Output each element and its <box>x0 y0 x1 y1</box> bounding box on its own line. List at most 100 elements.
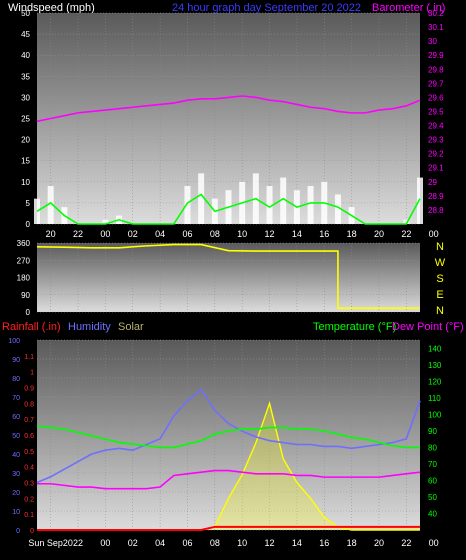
wind-gust-bar <box>198 173 205 224</box>
temperature-line <box>36 425 420 449</box>
temperature-axis: 40 50 60 70 80 90 100 110 120 130 140 <box>428 344 442 518</box>
barometer-tick-7: 29.5 <box>428 107 444 116</box>
rainfall-tick-5: 0.5 <box>24 449 34 456</box>
wind-gust-bar <box>102 219 109 224</box>
wind-time-tick-3: 02 <box>128 229 138 239</box>
solar-legend: Solar <box>118 321 144 333</box>
dewpoint-line <box>37 469 421 490</box>
compass-label-0: N <box>436 241 444 253</box>
rainfall-tick-9: 0.9 <box>24 386 34 393</box>
temperature-tick-6: 100 <box>428 410 442 419</box>
windspeed-tick-9: 45 <box>21 30 30 39</box>
weather-time-tick-6: 08 <box>210 538 220 548</box>
wind-direction-line <box>36 243 420 309</box>
humidity-tick-2: 20 <box>12 490 20 497</box>
barometer-tick-10: 29.8 <box>428 65 444 74</box>
rainfall-tick-6: 0.6 <box>24 433 34 440</box>
windspeed-tick-8: 40 <box>21 51 30 60</box>
direction-series <box>36 243 420 309</box>
temperature-tick-9: 130 <box>428 361 442 370</box>
windspeed-tick-10: 50 <box>21 9 30 18</box>
solar-area <box>37 403 420 530</box>
weather-panel-series <box>36 388 421 531</box>
barometer-tick-6: 29.4 <box>428 122 444 131</box>
wind-time-tick-12: 20 <box>374 229 384 239</box>
temperature-tick-2: 60 <box>428 476 437 485</box>
weather-time-tick-0: Sun Sep20 <box>28 538 73 548</box>
humidity-tick-7: 70 <box>12 395 20 402</box>
humidity-tick-5: 50 <box>12 433 20 440</box>
weather-time-tick-1: 22 <box>73 538 83 548</box>
temperature-tick-10: 140 <box>428 344 442 353</box>
rainfall-tick-0: 0 <box>30 528 34 535</box>
rainfall-tick-7: 0.7 <box>24 417 34 424</box>
weather-time-tick-7: 10 <box>237 538 247 548</box>
humidity-axis: 0 10 20 30 40 50 60 70 80 90 100 <box>8 338 20 535</box>
wind-average-line <box>36 193 421 225</box>
barometer-tick-5: 29.3 <box>428 136 444 145</box>
barometer-axis: 28.8 28.9 29 29.1 29.2 29.3 29.4 29.5 29.6 29.7 29… <box>428 9 444 215</box>
wind-time-tick-9: 14 <box>292 229 302 239</box>
compass-label-2: S <box>436 273 443 285</box>
humidity-legend: Humidity <box>68 321 111 333</box>
wind-time-tick-2: 00 <box>100 229 110 239</box>
wind-time-tick-7: 10 <box>237 229 247 239</box>
wind-time-tick-14: 00 <box>429 229 439 239</box>
wind-gust-bar <box>417 177 423 224</box>
windspeed-tick-7: 35 <box>21 72 30 81</box>
humidity-tick-1: 10 <box>12 509 20 516</box>
humidity-tick-10: 100 <box>8 338 20 345</box>
windspeed-tick-0: 0 <box>26 220 31 229</box>
barometer-tick-14: 30.2 <box>428 9 444 18</box>
windspeed-axis: 0 5 10 15 20 25 30 35 40 45 50 <box>21 9 30 229</box>
barometer-tick-4: 29.2 <box>428 150 444 159</box>
windspeed-tick-4: 20 <box>21 136 30 145</box>
humidity-tick-3: 30 <box>12 471 20 478</box>
rainfall-axis: 0 0.1 0.2 0.3 0.4 0.5 0.6 0.7 0.8 0.9 1 1.1 <box>24 354 34 535</box>
humidity-tick-0: 0 <box>16 528 20 535</box>
temperature-tick-0: 40 <box>428 509 437 518</box>
direction-tick-0: 0 <box>26 308 31 317</box>
humidity-tick-6: 60 <box>12 414 20 421</box>
rainfall-line <box>37 525 420 531</box>
barometer-tick-12: 30 <box>428 37 437 46</box>
date-header: 24 hour graph day September 20 2022 <box>172 2 361 14</box>
wind-time-tick-10: 16 <box>319 229 329 239</box>
weather-time-tick-11: 18 <box>347 538 357 548</box>
windspeed-tick-1: 5 <box>26 199 31 208</box>
direction-panel-grid <box>37 242 420 313</box>
weather-time-tick-5: 06 <box>182 538 192 548</box>
humidity-tick-9: 90 <box>12 357 20 364</box>
weather-panel-time-axis: Sun Sep20 22 00 02 04 06 08 10 12 14 16 18 20 22 00 <box>28 538 438 548</box>
direction-tick-4: 360 <box>17 239 31 248</box>
rainfall-tick-3: 0.3 <box>24 481 34 488</box>
barometer-tick-9: 29.7 <box>428 79 444 88</box>
windspeed-tick-3: 15 <box>21 157 30 166</box>
wind-gust-bar <box>307 186 314 224</box>
wind-time-tick-0: 20 <box>46 229 56 239</box>
weather-time-tick-2: 00 <box>100 538 110 548</box>
barometer-tick-2: 29 <box>428 178 437 187</box>
weather-time-tick-14: 00 <box>429 538 439 548</box>
wind-gust-bar <box>266 186 273 224</box>
temperature-legend: Temperature (°F) <box>313 321 396 333</box>
temperature-tick-8: 120 <box>428 377 442 386</box>
weather-time-tick-8: 12 <box>265 538 275 548</box>
rainfall-tick-2: 0.2 <box>24 496 34 503</box>
weather-time-tick-10: 16 <box>319 538 329 548</box>
windspeed-header: Windspeed (mph) <box>8 2 95 14</box>
compass-label-4: N <box>436 305 444 317</box>
barometer-tick-0: 28.8 <box>428 206 444 215</box>
wind-panel-time-axis: 20 22 00 02 04 06 08 10 12 14 16 18 20 22 00 <box>46 229 439 239</box>
weather-time-tick-12: 20 <box>374 538 384 548</box>
direction-tick-1: 90 <box>21 291 30 300</box>
weather-time-tick-13: 22 <box>401 538 411 548</box>
wind-time-tick-4: 04 <box>155 229 165 239</box>
wind-time-tick-13: 22 <box>401 229 411 239</box>
weather-time-tick-4: 04 <box>155 538 165 548</box>
humidity-tick-8: 80 <box>12 376 20 383</box>
barometer-tick-1: 28.9 <box>428 192 444 201</box>
rainfall-tick-10: 1 <box>30 370 34 377</box>
wind-time-tick-8: 12 <box>265 229 275 239</box>
